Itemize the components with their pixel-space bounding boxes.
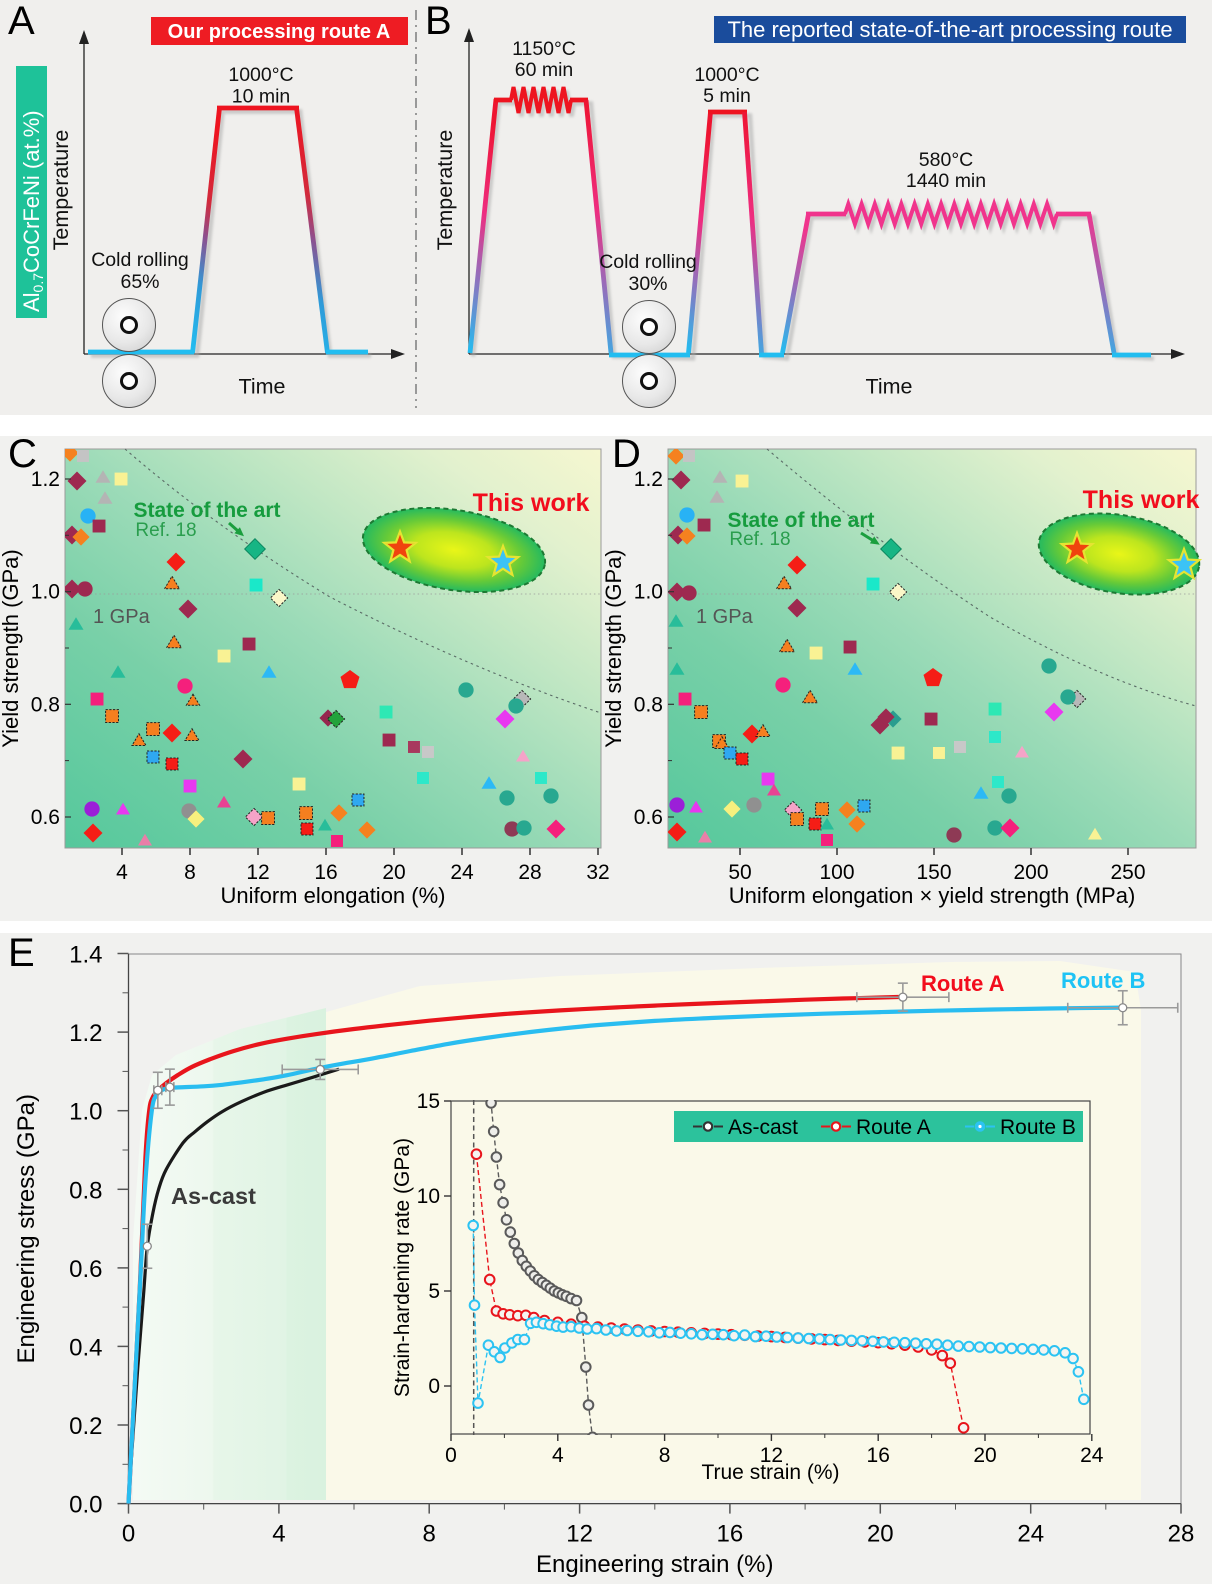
svg-text:5 min: 5 min <box>703 85 751 107</box>
svg-text:16: 16 <box>717 1521 744 1548</box>
svg-text:D: D <box>612 432 641 476</box>
svg-text:12: 12 <box>760 1444 783 1467</box>
svg-text:60 min: 60 min <box>515 59 574 81</box>
svg-text:32: 32 <box>586 861 609 884</box>
svg-text:1.4: 1.4 <box>69 942 102 969</box>
svg-text:100: 100 <box>819 861 854 884</box>
svg-text:12: 12 <box>246 861 269 884</box>
svg-text:State of the art: State of the art <box>727 509 874 532</box>
svg-text:0: 0 <box>122 1521 135 1548</box>
svg-text:1 GPa: 1 GPa <box>696 606 754 628</box>
svg-text:E: E <box>8 931 35 975</box>
svg-text:0.6: 0.6 <box>634 806 663 829</box>
svg-text:1.0: 1.0 <box>634 581 663 604</box>
svg-text:150: 150 <box>916 861 951 884</box>
svg-text:State of the art: State of the art <box>133 499 280 522</box>
svg-text:Ref. 18: Ref. 18 <box>729 529 790 550</box>
svg-text:15: 15 <box>417 1090 440 1113</box>
svg-text:1.2: 1.2 <box>69 1020 102 1047</box>
svg-text:0.6: 0.6 <box>31 806 60 829</box>
svg-text:580°C: 580°C <box>919 149 973 171</box>
svg-text:50: 50 <box>728 861 751 884</box>
svg-text:28: 28 <box>1168 1521 1195 1548</box>
svg-text:4: 4 <box>116 861 128 884</box>
svg-text:24: 24 <box>1080 1444 1104 1467</box>
svg-text:24: 24 <box>450 861 474 884</box>
svg-text:Temperature: Temperature <box>433 130 457 251</box>
svg-text:Engineering strain (%): Engineering strain (%) <box>536 1551 773 1578</box>
svg-text:Route A: Route A <box>921 971 1005 996</box>
svg-text:1150°C: 1150°C <box>512 38 576 60</box>
svg-text:20: 20 <box>973 1444 996 1467</box>
svg-text:1.2: 1.2 <box>634 468 663 491</box>
svg-text:Engineering stress (GPa): Engineering stress (GPa) <box>13 1094 40 1363</box>
svg-text:4: 4 <box>552 1444 564 1467</box>
svg-text:Our processing route A: Our processing route A <box>168 21 391 43</box>
svg-text:Yield strength (GPa): Yield strength (GPa) <box>601 549 626 748</box>
svg-text:1440 min: 1440 min <box>906 170 986 192</box>
svg-text:Route A: Route A <box>856 1116 931 1139</box>
svg-text:0.8: 0.8 <box>31 693 60 716</box>
svg-text:16: 16 <box>867 1444 890 1467</box>
svg-text:1000°C: 1000°C <box>694 64 759 86</box>
svg-text:24: 24 <box>1017 1521 1044 1548</box>
svg-text:Yield strength (GPa): Yield strength (GPa) <box>0 549 23 748</box>
svg-text:Route B: Route B <box>1061 968 1145 993</box>
svg-text:0.8: 0.8 <box>634 693 663 716</box>
svg-text:Route B: Route B <box>1000 1116 1076 1139</box>
svg-text:30%: 30% <box>628 273 667 295</box>
svg-text:5: 5 <box>428 1280 440 1303</box>
svg-text:10 min: 10 min <box>232 86 291 108</box>
svg-text:0.4: 0.4 <box>69 1334 102 1361</box>
svg-text:The reported state-of-the-art: The reported state-of-the-art processing… <box>727 17 1172 42</box>
svg-text:0: 0 <box>428 1375 440 1398</box>
svg-text:Ref. 18: Ref. 18 <box>135 520 196 541</box>
svg-text:0: 0 <box>445 1444 457 1467</box>
svg-text:8: 8 <box>659 1444 671 1467</box>
svg-text:16: 16 <box>314 861 337 884</box>
svg-text:8: 8 <box>423 1521 436 1548</box>
svg-text:0.2: 0.2 <box>69 1413 102 1440</box>
svg-text:This work: This work <box>1083 486 1200 514</box>
svg-text:As-cast: As-cast <box>728 1116 798 1139</box>
svg-text:10: 10 <box>417 1185 440 1208</box>
svg-text:Temperature: Temperature <box>49 130 73 251</box>
svg-text:1.0: 1.0 <box>69 1099 102 1126</box>
svg-text:Time: Time <box>239 375 286 399</box>
svg-text:Cold rolling: Cold rolling <box>599 251 697 273</box>
svg-text:8: 8 <box>184 861 196 884</box>
svg-text:250: 250 <box>1110 861 1145 884</box>
svg-text:A: A <box>8 0 35 43</box>
svg-text:B: B <box>425 0 452 43</box>
svg-text:65%: 65% <box>120 271 159 293</box>
svg-text:Cold rolling: Cold rolling <box>91 249 189 271</box>
svg-text:4: 4 <box>272 1521 285 1548</box>
svg-text:12: 12 <box>566 1521 593 1548</box>
svg-text:As-cast: As-cast <box>171 1183 256 1209</box>
svg-text:Strain-hardening rate (GPa): Strain-hardening rate (GPa) <box>391 1138 414 1397</box>
svg-text:Time: Time <box>866 375 913 399</box>
svg-text:1000°C: 1000°C <box>228 64 293 86</box>
svg-text:C: C <box>8 432 37 476</box>
svg-text:Uniform elongation × yield str: Uniform elongation × yield strength (MPa… <box>729 883 1136 908</box>
svg-text:20: 20 <box>382 861 405 884</box>
svg-text:0.8: 0.8 <box>69 1177 102 1204</box>
svg-text:1.2: 1.2 <box>31 468 60 491</box>
svg-text:This work: This work <box>473 489 590 517</box>
svg-text:1 GPa: 1 GPa <box>93 606 151 628</box>
svg-text:0.6: 0.6 <box>69 1256 102 1283</box>
svg-text:1.0: 1.0 <box>31 581 60 604</box>
svg-text:28: 28 <box>518 861 541 884</box>
svg-text:0.0: 0.0 <box>69 1492 102 1519</box>
svg-text:200: 200 <box>1013 861 1048 884</box>
svg-text:Uniform elongation (%): Uniform elongation (%) <box>221 883 446 908</box>
svg-text:20: 20 <box>867 1521 894 1548</box>
svg-text:True strain (%): True strain (%) <box>701 1461 839 1484</box>
